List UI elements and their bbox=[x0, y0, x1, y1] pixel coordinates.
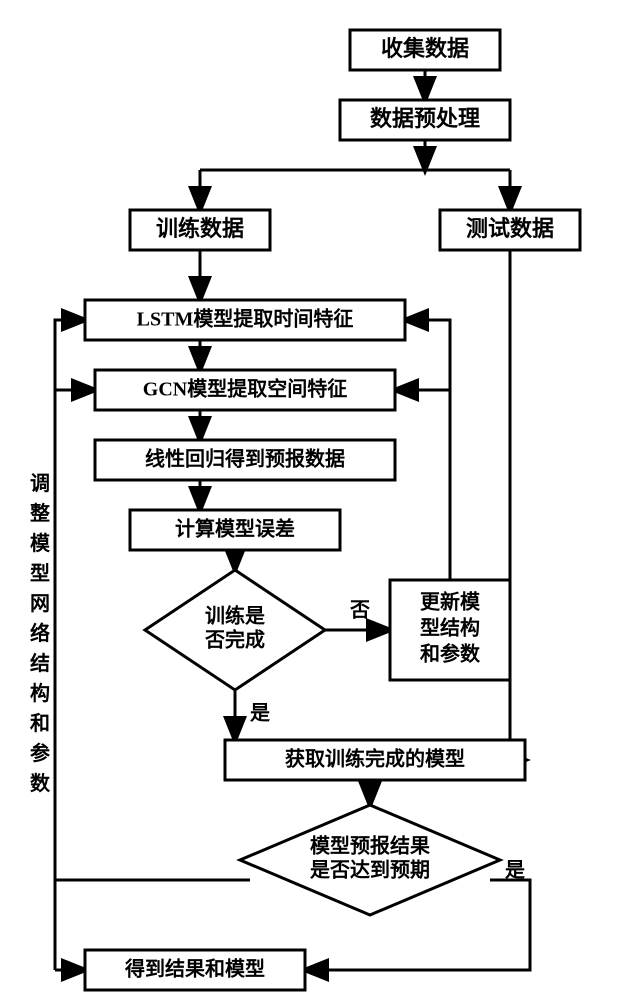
side-label-char-1: 整 bbox=[29, 501, 50, 525]
node-expect-label-0: 模型预报结果 bbox=[310, 834, 430, 858]
node-preprocess-label: 数据预处理 bbox=[370, 106, 480, 131]
node-collect-label: 收集数据 bbox=[381, 36, 469, 61]
edge-e14b bbox=[55, 320, 85, 970]
node-update-label-1: 型结构 bbox=[420, 616, 480, 640]
node-getmodel-label: 获取训练完成的模型 bbox=[285, 747, 465, 771]
node-done-label-0: 训练是 bbox=[205, 604, 265, 628]
nodes-layer: 收集数据数据预处理训练数据 测试数据 LSTM模型提取时间特征 GCN模型提取空间特征… bbox=[85, 30, 580, 990]
node-train-label: 训练数据 bbox=[156, 216, 244, 241]
side-label: 调整模型网络结构和参数 bbox=[29, 472, 51, 795]
node-update-label-0: 更新模 bbox=[420, 590, 481, 614]
side-label-char-7: 构 bbox=[30, 681, 50, 705]
side-label-char-3: 型 bbox=[30, 562, 50, 585]
node-linreg-label: 线性回归得到预报数据 bbox=[145, 447, 345, 471]
edge-e11 bbox=[510, 250, 525, 760]
flowchart-svg: 否是是 收集数据数据预处理训练数据测试数据LSTM模型提取时间特征GCN模型提取… bbox=[0, 0, 640, 1000]
side-label-char-6: 结 bbox=[30, 651, 50, 675]
edge-e10-label: 是 bbox=[249, 702, 270, 725]
side-label-char-9: 参 bbox=[30, 741, 50, 765]
side-label-char-0: 调 bbox=[30, 472, 50, 495]
node-gcn-label: GCN模型提取空间特征 bbox=[143, 377, 347, 401]
side-label-char-4: 网 bbox=[30, 593, 50, 615]
node-test-label: 测试数据 bbox=[466, 216, 554, 241]
side-label-char-5: 络 bbox=[30, 621, 50, 645]
node-update-label-2: 和参数 bbox=[420, 642, 481, 666]
node-result-label: 得到结果和模型 bbox=[124, 957, 265, 981]
node-error-label: 计算模型误差 bbox=[175, 517, 295, 541]
side-label-char-2: 模 bbox=[30, 531, 51, 555]
node-done-label-1: 否完成 bbox=[204, 628, 265, 652]
edge-e13-label: 是 bbox=[504, 859, 525, 882]
edge-e8-label: 否 bbox=[349, 600, 370, 622]
side-label-char-10: 数 bbox=[30, 771, 51, 795]
side-label-char-8: 和 bbox=[30, 712, 50, 735]
edge-e9a bbox=[405, 320, 450, 580]
node-expect-label-1: 是否达到预期 bbox=[309, 859, 430, 882]
node-lstm-label: LSTM模型提取时间特征 bbox=[137, 307, 354, 331]
